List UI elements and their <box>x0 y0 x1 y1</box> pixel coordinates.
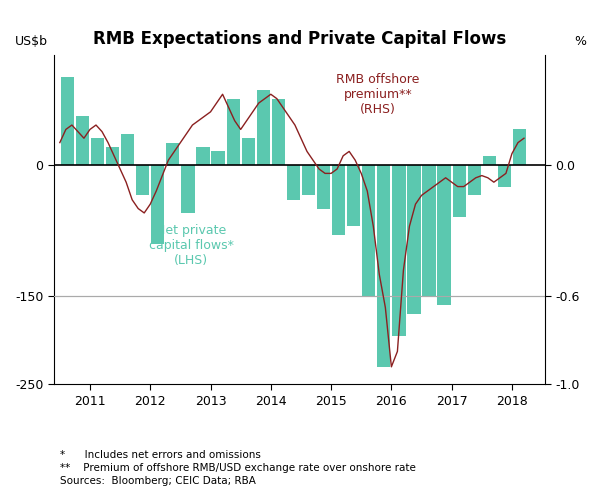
Bar <box>332 165 345 235</box>
Text: *      Includes net errors and omissions: * Includes net errors and omissions <box>60 450 261 460</box>
Bar <box>362 165 376 296</box>
Bar <box>347 165 361 226</box>
Bar <box>106 147 119 165</box>
Bar <box>302 165 315 195</box>
Text: **    Premium of offshore RMB/USD exchange rate over onshore rate: ** Premium of offshore RMB/USD exchange … <box>60 463 416 473</box>
Bar <box>317 165 330 208</box>
Bar <box>452 165 466 217</box>
Bar <box>287 165 300 200</box>
Bar <box>61 77 74 165</box>
Bar <box>76 116 89 165</box>
Bar <box>377 165 391 367</box>
Text: US$b: US$b <box>14 35 47 48</box>
Bar <box>467 165 481 195</box>
Bar <box>242 138 255 165</box>
Bar <box>151 165 164 243</box>
Bar <box>513 129 526 165</box>
Bar <box>166 142 179 165</box>
Bar <box>257 90 270 165</box>
Bar <box>272 99 285 165</box>
Bar <box>227 99 240 165</box>
Bar <box>121 134 134 165</box>
Text: RMB offshore
premium**
(RHS): RMB offshore premium** (RHS) <box>337 73 420 116</box>
Bar <box>422 165 436 296</box>
Title: RMB Expectations and Private Capital Flows: RMB Expectations and Private Capital Flo… <box>93 30 506 48</box>
Bar <box>196 147 209 165</box>
Text: Sources:  Bloomberg; CEIC Data; RBA: Sources: Bloomberg; CEIC Data; RBA <box>60 476 256 486</box>
Text: %: % <box>575 35 587 48</box>
Bar <box>407 165 421 314</box>
Bar <box>437 165 451 305</box>
Bar <box>483 156 496 165</box>
Bar <box>498 165 511 187</box>
Bar <box>392 165 406 336</box>
Bar <box>136 165 149 195</box>
Bar <box>211 152 224 165</box>
Text: Net private
capital flows*
(LHS): Net private capital flows* (LHS) <box>149 225 234 267</box>
Bar <box>91 138 104 165</box>
Bar <box>181 165 194 213</box>
